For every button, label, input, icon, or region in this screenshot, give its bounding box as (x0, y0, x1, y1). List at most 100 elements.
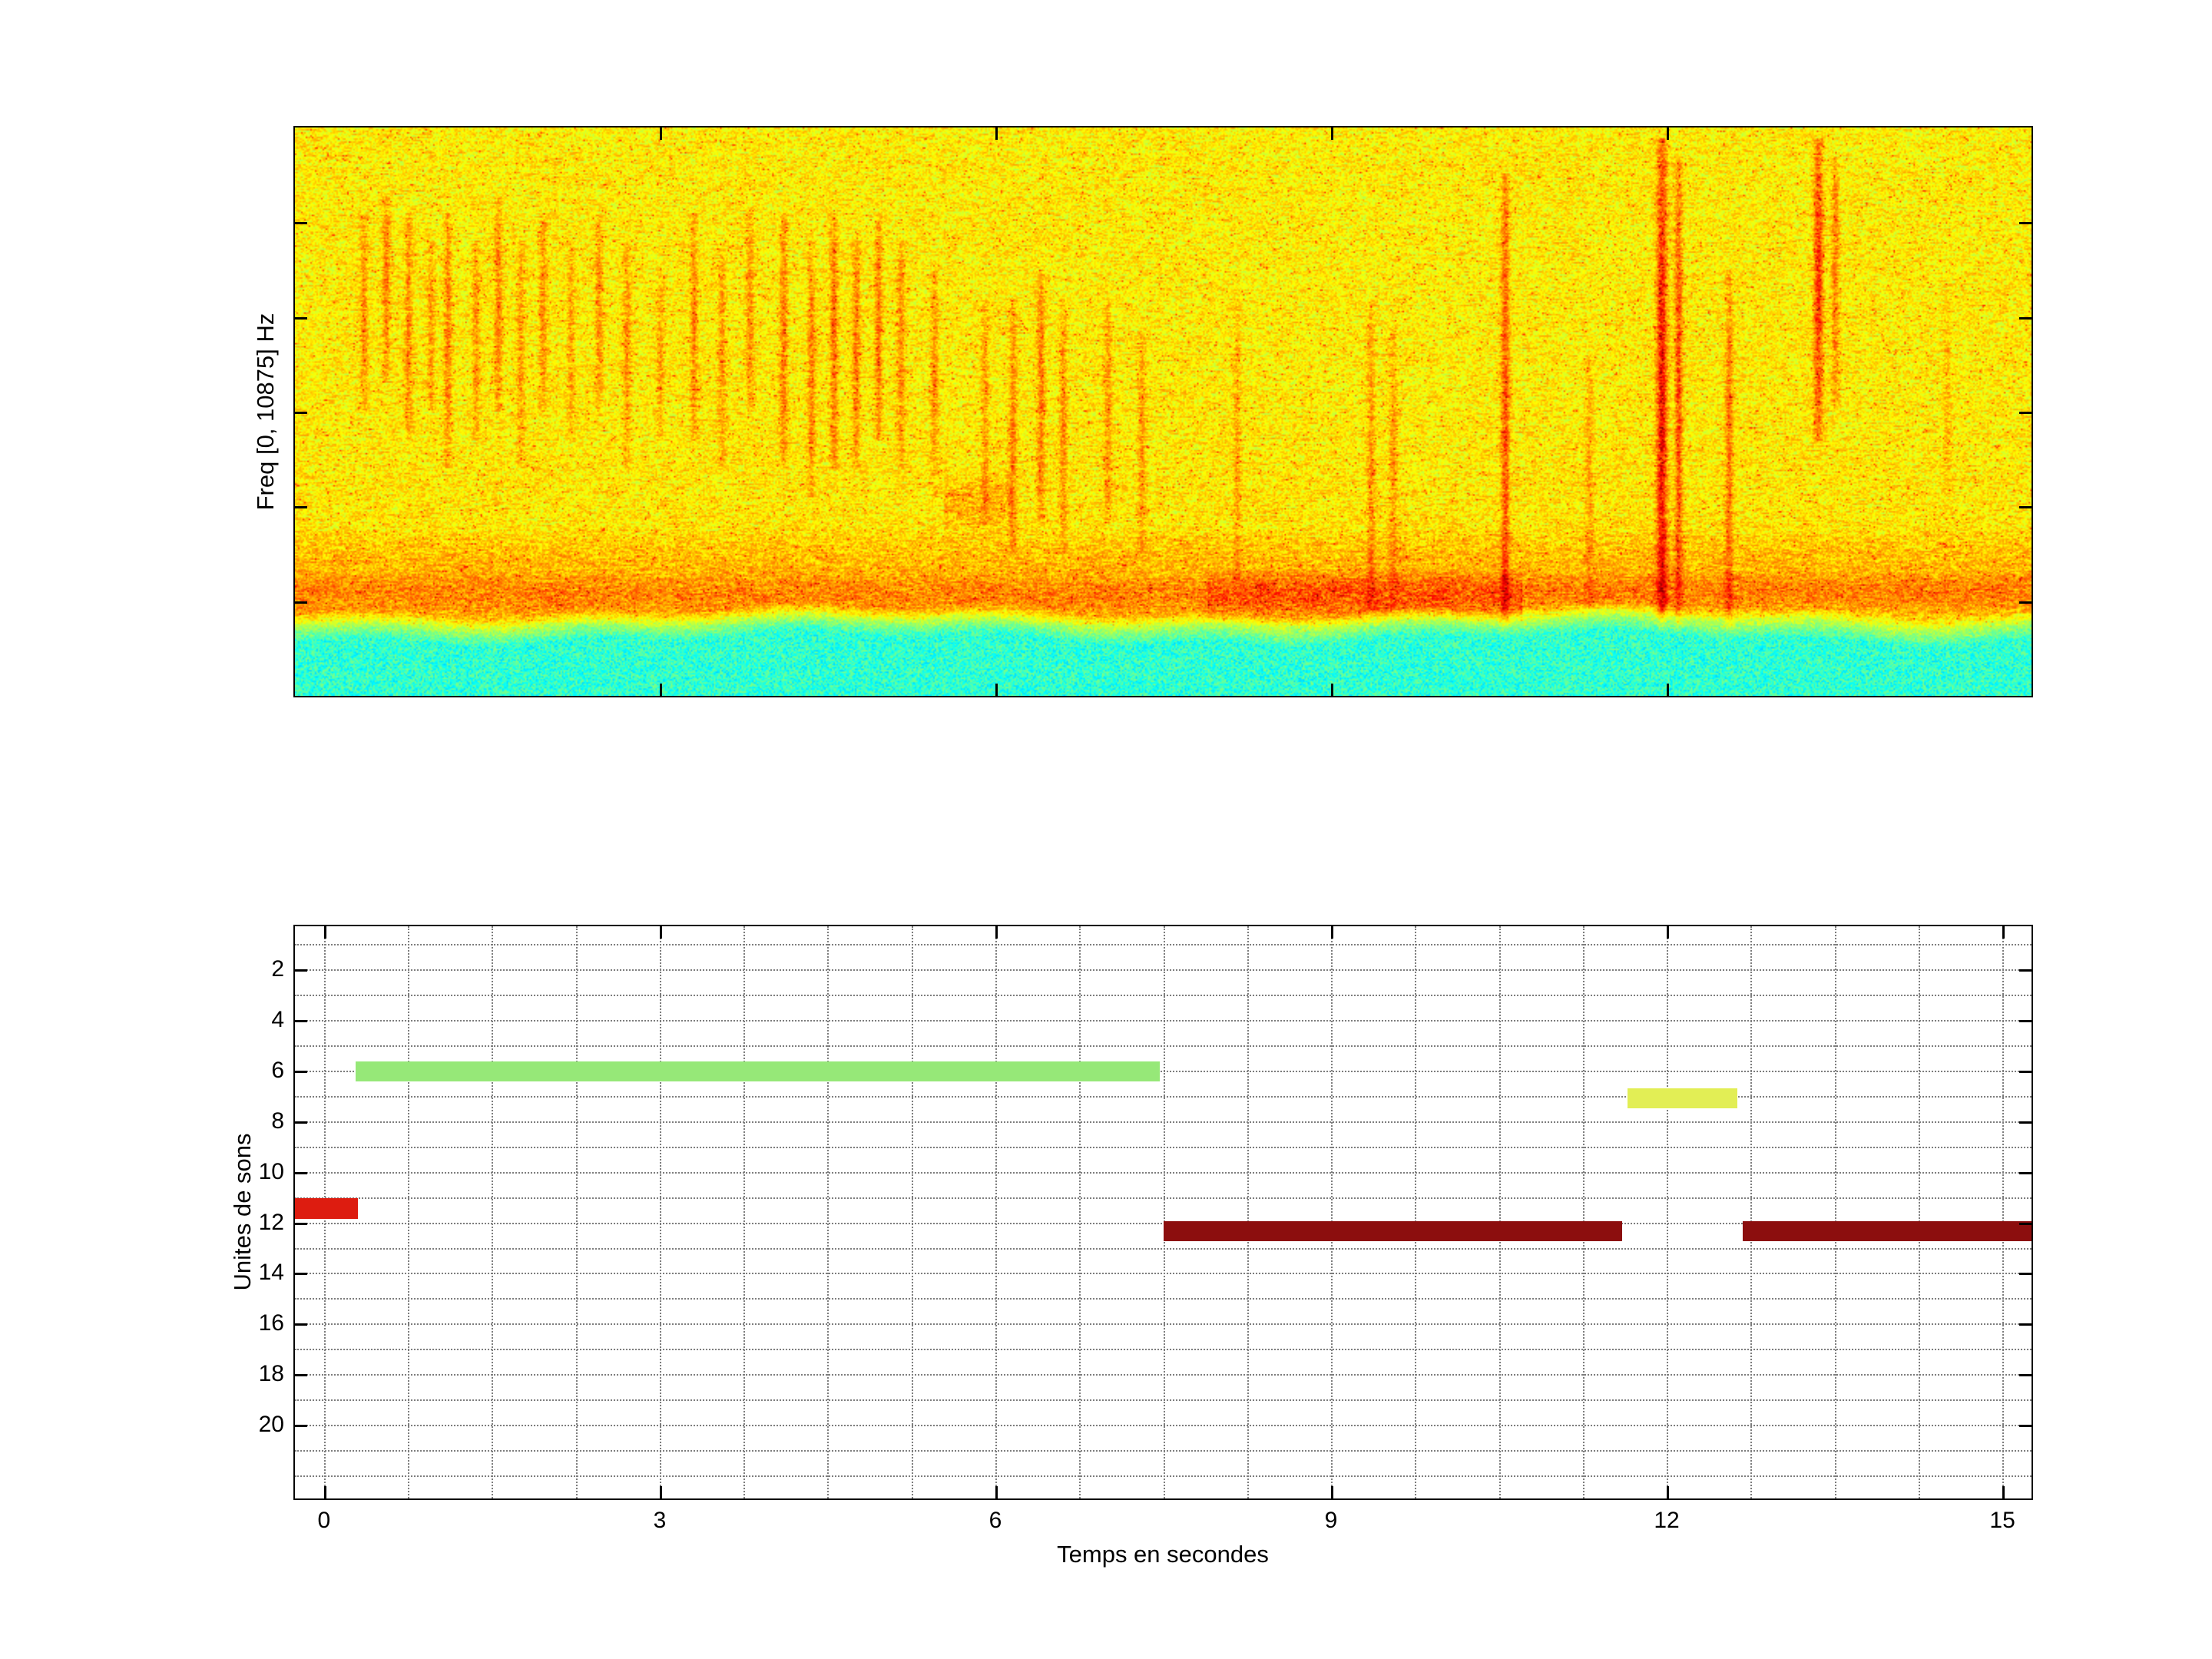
grid-line-vertical (2002, 926, 2005, 1498)
grid-line-horizontal (295, 1349, 2032, 1351)
spectrogram-y-tick (295, 506, 307, 509)
spectrogram-y-tick (2019, 222, 2032, 225)
y-tick-label: 10 (258, 1158, 284, 1184)
x-axis-tick (995, 926, 998, 939)
grid-line-vertical (659, 926, 661, 1498)
y-axis-tick (2019, 969, 2032, 972)
grid-line-vertical (1331, 926, 1333, 1498)
y-axis-tick (2019, 1425, 2032, 1428)
grid-line-vertical (995, 926, 997, 1498)
grid-line-horizontal (295, 1171, 2032, 1174)
spectrogram-x-tick (995, 127, 998, 140)
grid-line-horizontal (295, 1450, 2032, 1452)
sound-unit-bar-unit-12-darkred-b (1743, 1220, 2032, 1242)
spectrogram-y-tick (295, 601, 307, 604)
x-axis-tick (659, 926, 662, 939)
y-tick-label: 16 (258, 1310, 284, 1336)
y-axis-tick (2019, 1121, 2032, 1124)
grid-line-horizontal (295, 1374, 2032, 1376)
grid-line-vertical (1247, 926, 1249, 1498)
spectrogram-x-tick (1331, 127, 1334, 140)
spectrogram-y-tick (2019, 316, 2032, 320)
grid-line-horizontal (295, 969, 2032, 971)
spectrogram-plot (293, 126, 2033, 697)
grid-line-horizontal (295, 1146, 2032, 1148)
spectrogram-x-tick (1331, 684, 1334, 696)
spectrogram-y-tick (295, 412, 307, 414)
grid-line-vertical (1834, 926, 1836, 1498)
grid-line-horizontal (295, 1070, 2032, 1072)
grid-line-horizontal (295, 1019, 2032, 1022)
sound-unit-bar-unit-12-darkred-a (1163, 1220, 1622, 1242)
time-x-axis-label: Temps en secondes (1057, 1541, 1269, 1568)
y-axis-tick (295, 1425, 307, 1428)
y-axis-tick (2019, 1323, 2032, 1326)
y-axis-tick (295, 969, 307, 972)
sound-unit-bar-unit-7-yellow (1628, 1088, 1737, 1109)
y-tick-label: 20 (258, 1412, 284, 1438)
spectrogram-y-tick (2019, 601, 2032, 604)
y-axis-tick (295, 1070, 307, 1073)
grid-line-vertical (911, 926, 913, 1498)
grid-line-vertical (1667, 926, 1669, 1498)
spectrogram-x-tick (659, 127, 662, 140)
y-tick-label: 6 (271, 1057, 284, 1083)
x-axis-tick (2002, 1486, 2005, 1498)
y-tick-label: 8 (271, 1108, 284, 1134)
grid-line-vertical (827, 926, 830, 1498)
grid-line-horizontal (295, 1045, 2032, 1047)
grid-line-horizontal (295, 1399, 2032, 1402)
y-tick-label: 12 (258, 1209, 284, 1235)
spectrogram-x-tick (659, 684, 662, 696)
spectrogram-y-tick (295, 222, 307, 225)
x-axis-tick (1331, 926, 1334, 939)
grid-line-horizontal (295, 1298, 2032, 1300)
grid-line-vertical (492, 926, 494, 1498)
y-axis-tick (2019, 1070, 2032, 1073)
grid-line-horizontal (295, 943, 2032, 945)
grid-line-vertical (1582, 926, 1584, 1498)
grid-line-vertical (1750, 926, 1753, 1498)
y-tick-label: 14 (258, 1260, 284, 1286)
grid-line-horizontal (295, 1475, 2032, 1478)
grid-line-vertical (1918, 926, 1920, 1498)
units-y-axis-label: Unites de sons (229, 1133, 256, 1291)
grid-line-horizontal (295, 1425, 2032, 1427)
x-tick-label: 9 (1324, 1508, 1338, 1533)
x-tick-label: 6 (988, 1508, 1002, 1533)
spectrogram-x-tick (1667, 127, 1670, 140)
grid-line-horizontal (295, 994, 2032, 996)
y-axis-tick (295, 1121, 307, 1124)
grid-line-vertical (1079, 926, 1081, 1498)
x-axis-tick (1667, 926, 1670, 939)
y-axis-tick (295, 1273, 307, 1276)
grid-line-vertical (1415, 926, 1417, 1498)
x-axis-tick (995, 1486, 998, 1498)
x-tick-label: 15 (1989, 1508, 2015, 1533)
grid-line-vertical (1163, 926, 1165, 1498)
spectrogram-y-tick (2019, 506, 2032, 509)
x-axis-tick (323, 1486, 326, 1498)
sound-unit-bar-unit-6-green (355, 1061, 1161, 1082)
y-axis-tick (295, 1222, 307, 1225)
spectrogram-y-axis-label: Freq [0, 10875] Hz (252, 313, 279, 511)
y-axis-tick (2019, 1273, 2032, 1276)
grid-line-vertical (743, 926, 746, 1498)
spectrogram-x-tick (995, 684, 998, 696)
spectrogram-y-tick (2019, 412, 2032, 414)
x-tick-label: 12 (1654, 1508, 1680, 1533)
spectrogram-heatmap (295, 127, 2032, 696)
y-axis-tick (295, 1323, 307, 1326)
y-tick-label: 18 (258, 1361, 284, 1387)
x-axis-tick (1667, 1486, 1670, 1498)
sound-unit-bar-unit-11-red (295, 1198, 358, 1219)
grid-line-horizontal (295, 1323, 2032, 1326)
y-axis-tick (2019, 1222, 2032, 1225)
grid-line-horizontal (295, 1197, 2032, 1199)
grid-line-horizontal (295, 1247, 2032, 1250)
y-axis-tick (2019, 1374, 2032, 1377)
grid-line-horizontal (295, 1121, 2032, 1123)
y-axis-tick (2019, 1019, 2032, 1022)
x-axis-tick (2002, 926, 2005, 939)
grid-line-vertical (1498, 926, 1501, 1498)
